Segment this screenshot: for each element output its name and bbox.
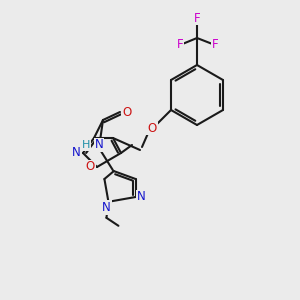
Text: N: N: [102, 201, 111, 214]
Text: O: O: [122, 106, 132, 118]
Text: N: N: [72, 146, 80, 160]
Text: N: N: [94, 139, 103, 152]
Text: H: H: [82, 140, 90, 150]
Text: F: F: [212, 38, 218, 52]
Text: N: N: [137, 190, 146, 203]
Text: F: F: [194, 11, 200, 25]
Text: O: O: [85, 160, 94, 173]
Text: F: F: [177, 38, 183, 52]
Text: O: O: [147, 122, 157, 134]
